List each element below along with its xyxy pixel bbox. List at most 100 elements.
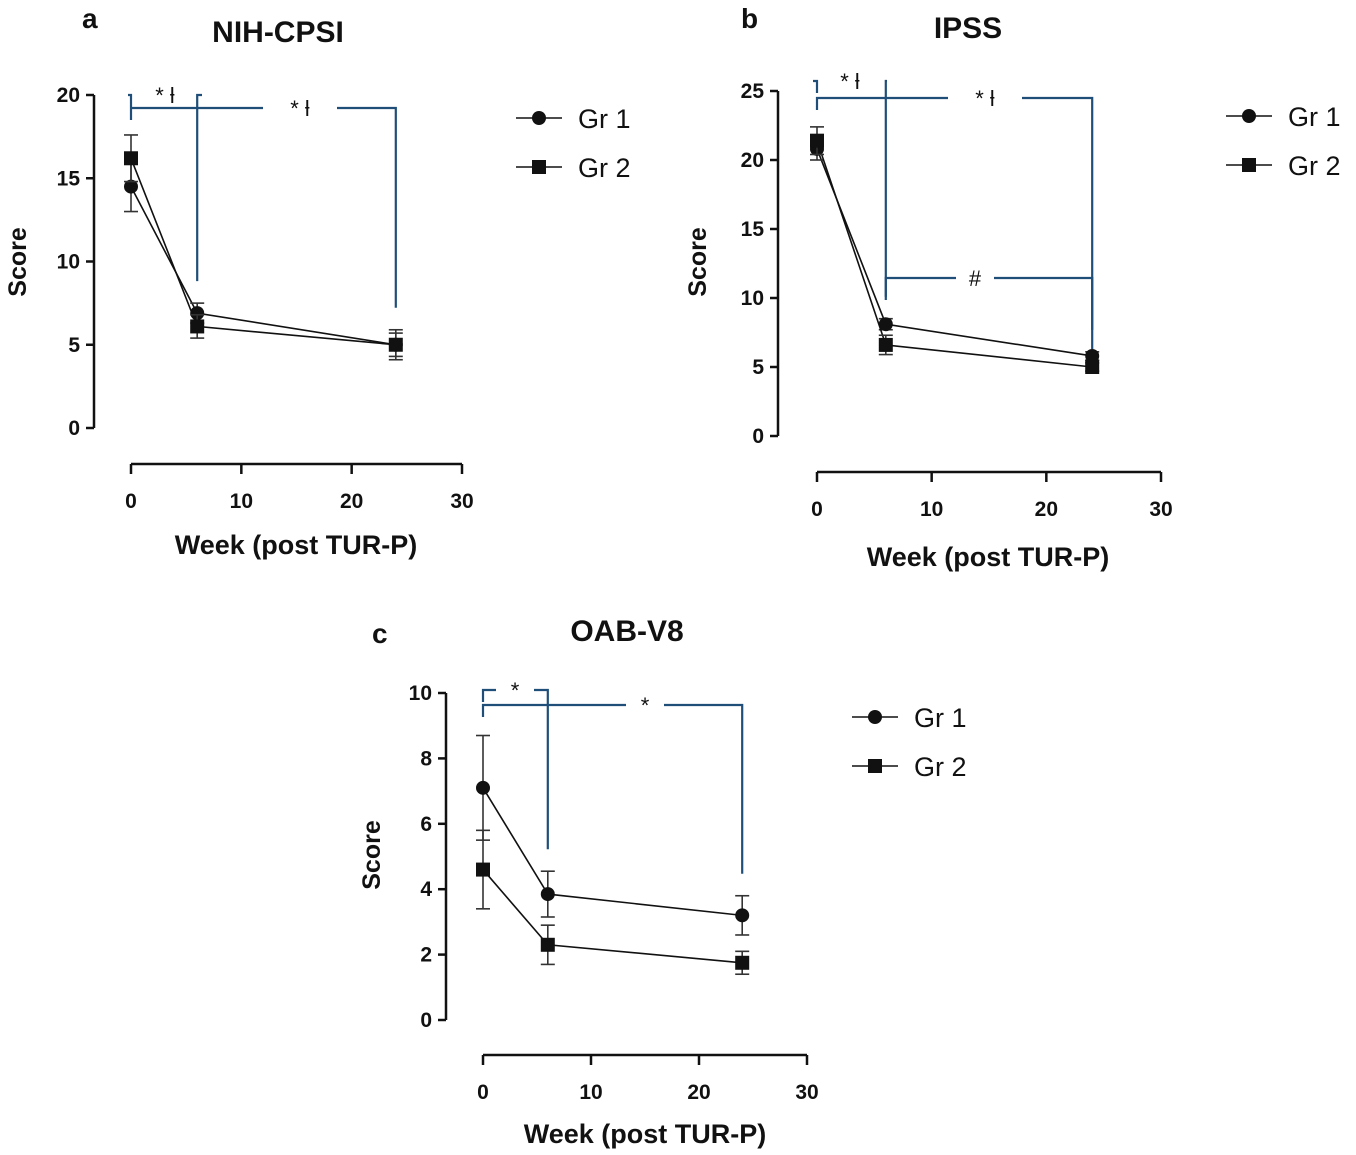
data-point	[810, 133, 824, 148]
significance-label: *	[511, 678, 520, 703]
x-tick-label: 0	[477, 1081, 489, 1104]
y-tick-label: 0	[752, 425, 764, 448]
y-tick-label: 2	[420, 944, 432, 967]
y-axis-label: Score	[684, 227, 712, 297]
data-point	[124, 151, 138, 166]
chart-panel-c: c OAB-V8 0 2 4 6 8 10 0 10 20 30 Week (post TUR-P) Sc…	[358, 615, 967, 1149]
panel-letter: a	[82, 3, 98, 34]
significance-label: * ƚ	[975, 86, 995, 111]
y-tick-label: 25	[741, 80, 765, 103]
chart-title: IPSS	[934, 12, 1002, 45]
significance-bracket	[481, 703, 744, 874]
significance-bracket	[815, 96, 1094, 330]
x-axis-label: Week (post TUR-P)	[867, 542, 1110, 572]
legend-entry: Gr 1	[516, 104, 631, 134]
y-axis-label: Score	[358, 820, 386, 890]
y-tick-label: 0	[68, 417, 80, 440]
significance-bracket	[128, 93, 202, 282]
legend-label: Gr 2	[914, 752, 967, 782]
legend-marker	[532, 111, 546, 125]
significance-bracket	[884, 276, 1094, 349]
x-axis-label: Week (post TUR-P)	[524, 1119, 767, 1149]
y-tick-label: 6	[420, 813, 432, 836]
significance-bracket	[129, 106, 397, 308]
x-tick-label: 30	[450, 490, 473, 513]
data-point	[124, 179, 138, 194]
significance-label: *	[641, 693, 650, 718]
y-tick-label: 8	[420, 747, 432, 770]
data-point	[735, 955, 750, 970]
series-gr-2	[476, 829, 750, 976]
x-tick-label: 20	[1035, 498, 1058, 521]
chart-title: NIH-CPSI	[212, 16, 344, 49]
series-gr-1	[476, 734, 750, 936]
series-line	[816, 148, 1093, 357]
significance-label: * ƚ	[155, 83, 175, 108]
y-tick-label: 15	[741, 218, 765, 241]
legend-entry: Gr 2	[516, 153, 631, 183]
data-point	[190, 319, 205, 334]
x-tick-label: 10	[230, 490, 253, 513]
legend-entry: Gr 2	[1226, 151, 1341, 181]
legend-marker	[868, 710, 882, 724]
series-gr-2	[124, 134, 403, 361]
legend-label: Gr 1	[578, 104, 631, 134]
y-tick-label: 20	[57, 84, 80, 107]
x-tick-label: 20	[340, 490, 363, 513]
series-gr-1	[124, 160, 403, 358]
data-point	[1085, 360, 1100, 374]
y-tick-label: 5	[752, 356, 764, 379]
significance-label: #	[969, 266, 982, 291]
x-tick-label: 10	[920, 498, 943, 521]
panel-letter: b	[741, 3, 758, 34]
legend-label: Gr 1	[914, 703, 967, 733]
chart-panel-b: b IPSS 0 5 10 15 20 25 0 10 20 30 Week (post TUR-P) S…	[684, 3, 1341, 572]
series-gr-2	[810, 126, 1100, 374]
legend-label: Gr 2	[578, 153, 631, 183]
legend-marker	[868, 759, 882, 773]
y-axis-label: Score	[4, 227, 32, 297]
data-point	[1085, 348, 1100, 363]
chart-panel-a: a NIH-CPSI 0 5 10 15 20 0 10 20 30 Week (post TUR-P…	[4, 3, 631, 560]
series-line	[482, 869, 743, 964]
significance-label: * ƚ	[840, 69, 860, 94]
panel-letter: c	[372, 618, 388, 649]
data-point	[735, 908, 750, 923]
significance-bracket	[813, 79, 887, 297]
legend-entry: Gr 1	[852, 703, 967, 733]
x-tick-label: 20	[687, 1081, 710, 1104]
significance-bracket	[481, 688, 549, 850]
x-axis-label: Week (post TUR-P)	[175, 530, 418, 560]
series-line	[130, 186, 396, 346]
legend-marker	[532, 160, 546, 174]
legend-label: Gr 2	[1288, 151, 1341, 181]
data-point	[878, 337, 893, 352]
data-point	[476, 780, 490, 795]
series-line	[130, 157, 396, 346]
x-tick-label: 0	[811, 498, 823, 521]
legend-label: Gr 1	[1288, 102, 1341, 132]
y-tick-label: 4	[420, 878, 432, 901]
y-tick-label: 10	[57, 251, 80, 274]
x-tick-label: 10	[579, 1081, 602, 1104]
y-tick-label: 20	[741, 149, 764, 172]
legend-entry: Gr 2	[852, 752, 967, 782]
y-tick-label: 15	[57, 167, 81, 190]
data-point	[540, 887, 555, 902]
data-point	[540, 937, 555, 952]
significance-label: * ƚ	[290, 96, 310, 121]
y-tick-label: 0	[420, 1009, 432, 1032]
series-line	[482, 787, 743, 917]
data-point	[388, 337, 403, 352]
x-tick-label: 30	[1149, 498, 1172, 521]
chart-title: OAB-V8	[570, 615, 683, 648]
legend-marker	[1242, 109, 1256, 123]
y-tick-label: 10	[741, 287, 764, 310]
data-point	[476, 862, 490, 877]
y-tick-label: 5	[68, 334, 80, 357]
data-point	[878, 317, 893, 332]
x-tick-label: 0	[125, 490, 137, 513]
y-tick-label: 10	[409, 682, 432, 705]
legend-entry: Gr 1	[1226, 102, 1341, 132]
